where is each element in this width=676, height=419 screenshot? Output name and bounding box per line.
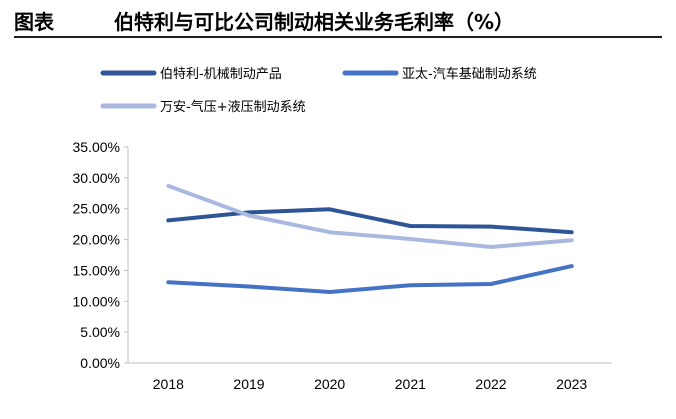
x-tick-label: 2023 xyxy=(556,376,587,392)
series-line xyxy=(166,264,574,294)
x-tick-label: 2018 xyxy=(153,376,184,392)
y-tick-label: 10.00% xyxy=(73,293,120,309)
y-tick-label: 0.00% xyxy=(80,355,120,371)
y-tick-label: 25.00% xyxy=(73,201,120,217)
legend-label: 万安-气压+液压制动系统 xyxy=(160,99,306,115)
x-tick-label: 2021 xyxy=(395,376,426,392)
y-tick-label: 5.00% xyxy=(80,324,120,340)
x-tick-label: 2019 xyxy=(233,376,264,392)
figure-header: 图表 伯特利与可比公司制动相关业务毛利率（%） xyxy=(14,4,662,34)
y-tick-label: 30.00% xyxy=(73,170,120,186)
y-tick-label: 35.00% xyxy=(73,139,120,155)
y-tick-label: 15.00% xyxy=(73,262,120,278)
legend-label: 伯特利-机械制动产品 xyxy=(160,67,282,82)
x-tick-label: 2020 xyxy=(314,376,345,392)
legend-label: 亚太-汽车基础制动系统 xyxy=(402,66,537,82)
y-tick-label: 20.00% xyxy=(73,232,120,248)
series-lines xyxy=(166,183,574,294)
header-divider xyxy=(14,36,662,38)
figure-label: 图表 xyxy=(14,10,54,34)
x-tick-label: 2022 xyxy=(475,376,506,392)
series-line xyxy=(166,207,574,235)
series-line xyxy=(166,183,574,249)
chart-axes: 0.00% 5.00% 10.00% 15.00% 20.00% 25.00% 30.00%… xyxy=(73,139,612,392)
figure-title: 伯特利与可比公司制动相关业务毛利率（%） xyxy=(114,10,515,34)
